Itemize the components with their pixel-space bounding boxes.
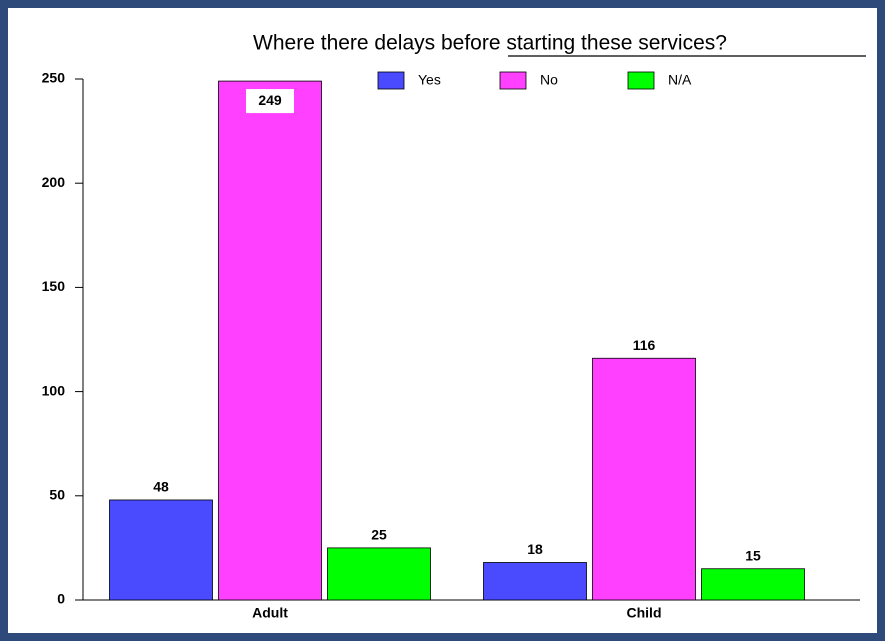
legend-label: No: [540, 72, 558, 88]
x-tick-label: Adult: [252, 605, 288, 621]
y-tick-label: 100: [42, 382, 66, 398]
y-tick-label: 50: [49, 487, 65, 503]
bar: [109, 499, 213, 601]
bar: [483, 562, 587, 601]
value-label: 48: [153, 479, 169, 495]
bar: [592, 357, 696, 601]
value-label: 15: [745, 547, 761, 563]
value-label: 25: [371, 527, 387, 543]
y-tick-label: 200: [42, 174, 66, 190]
bar: [218, 80, 322, 601]
legend-label: Yes: [418, 72, 441, 88]
legend-swatch: [627, 71, 655, 90]
bar: [701, 568, 805, 601]
legend-swatch: [377, 71, 405, 90]
x-tick-label: Child: [627, 605, 662, 621]
value-label-box: [246, 89, 294, 114]
bar: [327, 547, 431, 601]
y-tick-label: 150: [42, 278, 66, 294]
value-label: 18: [527, 541, 543, 557]
y-tick-label: 0: [57, 591, 65, 607]
legend-swatch: [499, 71, 527, 90]
chart-title: Where there delays before starting these…: [253, 32, 727, 55]
value-label: 116: [633, 337, 656, 353]
y-tick-label: 250: [42, 70, 66, 86]
legend-label: N/A: [668, 72, 692, 88]
value-label: 249: [258, 92, 282, 108]
